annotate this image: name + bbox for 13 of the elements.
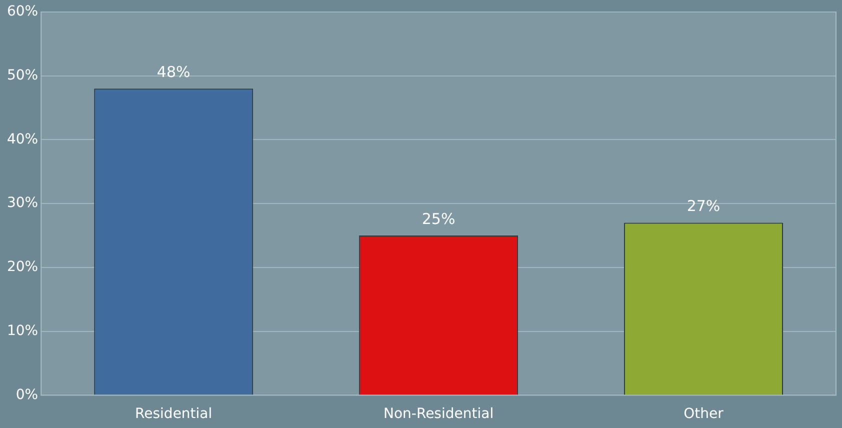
data-label: 27% — [686, 197, 720, 216]
y-tick-label: 40% — [6, 131, 38, 148]
x-tick-label: Other — [684, 406, 724, 422]
y-tick-label: 60% — [6, 4, 38, 20]
y-tick-label: 0% — [16, 386, 38, 403]
data-label: 25% — [422, 210, 456, 228]
x-tick-label: Residential — [135, 406, 212, 422]
y-tick-label: 10% — [6, 322, 38, 339]
x-tick-label: Non-Residential — [384, 406, 494, 422]
y-tick-label: 50% — [6, 68, 38, 84]
data-label: 48% — [156, 63, 190, 82]
y-tick-label: 20% — [6, 259, 38, 276]
y-tick-label: 30% — [6, 195, 38, 212]
